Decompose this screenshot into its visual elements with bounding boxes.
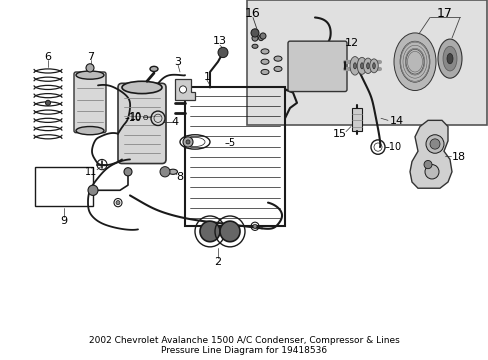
Ellipse shape	[122, 81, 162, 94]
Ellipse shape	[437, 39, 461, 78]
Circle shape	[423, 161, 431, 169]
Circle shape	[200, 221, 220, 242]
Text: 9: 9	[61, 216, 67, 226]
Ellipse shape	[442, 46, 456, 71]
Ellipse shape	[372, 63, 374, 69]
Circle shape	[160, 167, 170, 177]
Ellipse shape	[251, 35, 258, 41]
FancyBboxPatch shape	[74, 72, 106, 133]
Circle shape	[424, 165, 438, 179]
Text: 8: 8	[176, 172, 183, 182]
FancyBboxPatch shape	[287, 41, 346, 91]
Circle shape	[124, 168, 132, 176]
Bar	[246, 0, 486, 126]
Circle shape	[86, 64, 94, 72]
Ellipse shape	[357, 57, 366, 74]
Ellipse shape	[360, 63, 363, 69]
Bar	[184, 87, 285, 226]
Circle shape	[250, 29, 259, 37]
Ellipse shape	[261, 69, 268, 75]
Ellipse shape	[369, 59, 378, 73]
Text: 6: 6	[44, 51, 51, 62]
Ellipse shape	[76, 126, 104, 135]
Text: O: O	[142, 115, 147, 121]
Ellipse shape	[273, 56, 282, 61]
Text: 12: 12	[345, 38, 358, 48]
Text: 15: 15	[332, 129, 346, 139]
Text: 11: 11	[85, 167, 97, 177]
Ellipse shape	[251, 44, 258, 48]
Text: 18: 18	[451, 152, 465, 162]
Ellipse shape	[261, 59, 268, 64]
Ellipse shape	[353, 63, 356, 69]
Ellipse shape	[258, 36, 263, 41]
Text: 4: 4	[171, 117, 178, 127]
Circle shape	[218, 47, 227, 58]
Circle shape	[116, 201, 120, 205]
Text: –10: –10	[124, 113, 142, 123]
Ellipse shape	[168, 169, 177, 174]
FancyBboxPatch shape	[118, 83, 165, 163]
Polygon shape	[175, 79, 195, 100]
Ellipse shape	[76, 71, 104, 79]
Circle shape	[45, 100, 50, 105]
Circle shape	[425, 135, 443, 153]
Polygon shape	[409, 120, 451, 188]
Circle shape	[179, 86, 186, 93]
Circle shape	[185, 140, 190, 144]
Text: 13: 13	[213, 36, 226, 46]
Text: 10: 10	[129, 112, 142, 122]
Text: 1: 1	[203, 72, 210, 82]
Ellipse shape	[366, 63, 368, 69]
Circle shape	[252, 224, 257, 228]
Ellipse shape	[446, 54, 452, 64]
Text: 16: 16	[244, 7, 260, 20]
Text: –5: –5	[224, 138, 236, 148]
Text: 2002 Chevrolet Avalanche 1500 A/C Condenser, Compressor & Lines
Pressure Line Di: 2002 Chevrolet Avalanche 1500 A/C Conden…	[89, 336, 399, 355]
Circle shape	[260, 33, 265, 39]
Text: 7: 7	[87, 51, 94, 62]
Ellipse shape	[219, 48, 226, 57]
Ellipse shape	[273, 66, 282, 72]
Ellipse shape	[150, 66, 158, 72]
Ellipse shape	[393, 33, 435, 90]
Text: –10: –10	[384, 142, 401, 152]
Text: 3: 3	[174, 57, 181, 67]
Text: 14: 14	[389, 116, 403, 126]
Circle shape	[88, 185, 98, 195]
Circle shape	[429, 139, 439, 149]
Ellipse shape	[363, 58, 372, 73]
Bar	[35, 167, 93, 206]
Text: 17: 17	[436, 7, 452, 20]
Circle shape	[220, 221, 240, 242]
Circle shape	[183, 137, 193, 147]
Bar	[351, 108, 361, 131]
Ellipse shape	[261, 49, 268, 54]
Text: 2: 2	[214, 257, 221, 267]
Ellipse shape	[349, 57, 359, 75]
